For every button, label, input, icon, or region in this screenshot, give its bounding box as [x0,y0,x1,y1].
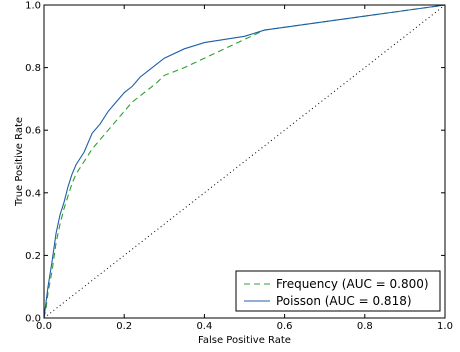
legend-box [235,270,441,312]
x-tick-label: 0.8 [357,321,373,332]
y-tick-label: 1.0 [25,1,41,12]
y-tick-label: 0.0 [25,314,41,325]
legend: Frequency (AUC = 0.800) Poisson (AUC = 0.… [235,270,441,312]
x-tick-label: 0.2 [116,321,132,332]
x-tick-label: 0.4 [196,321,212,332]
plot-frame [43,4,446,319]
x-axis-label: False Positive Rate [198,335,291,346]
series-line-1 [43,4,446,319]
y-tick-label: 0.6 [25,126,41,137]
y-axis-label: True Positive Rate [14,117,25,207]
axis-ticks: 0.0 0.2 0.4 0.6 0.8 1.0 0.0 0.2 0.4 0.6 0.8 1.0 [25,1,453,333]
x-tick-label: 1.0 [437,321,453,332]
x-tick-label: 0.0 [36,321,52,332]
y-tick-label: 0.2 [25,251,41,262]
chance-diagonal-line [43,4,446,319]
series-line-0 [43,4,446,319]
plot-area [43,4,446,319]
x-tick-label: 0.6 [277,321,293,332]
legend-entry-label: Poisson (AUC = 0.818) [276,294,412,308]
legend-entry-label: Frequency (AUC = 0.800) [276,277,429,291]
y-tick-label: 0.8 [25,63,41,74]
y-tick-label: 0.4 [25,188,41,199]
